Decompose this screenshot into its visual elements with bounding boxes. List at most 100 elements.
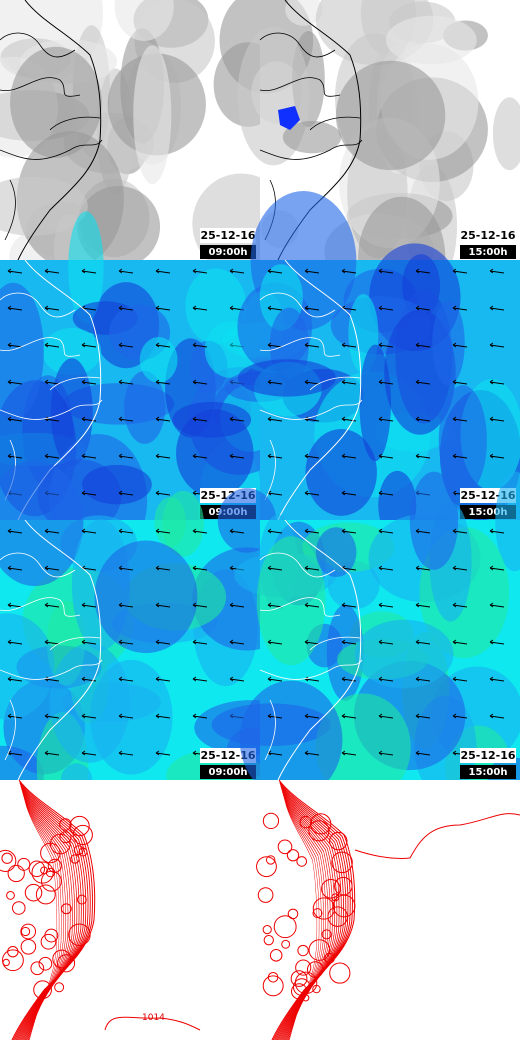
wind-arrow xyxy=(44,268,60,274)
isobar-loop xyxy=(35,884,56,905)
isobar-loop xyxy=(59,818,72,831)
wind-arrow xyxy=(81,639,97,645)
field-blob xyxy=(42,327,102,376)
wind-arrow xyxy=(452,416,468,422)
wind-arrow xyxy=(378,416,394,422)
isobar xyxy=(20,790,80,1040)
isobar-loop xyxy=(329,962,351,984)
state-border xyxy=(4,699,16,761)
wind-arrow xyxy=(118,490,134,496)
wind-arrow xyxy=(118,305,134,311)
wind-arrow xyxy=(304,602,320,608)
isobar-loop xyxy=(312,897,336,920)
isobar-loop xyxy=(331,851,353,874)
wind-arrow xyxy=(341,379,357,385)
field-blob xyxy=(237,359,336,397)
isobar xyxy=(22,793,76,1040)
wind-arrow xyxy=(7,602,23,608)
field-blob xyxy=(133,45,172,185)
isobar-loop xyxy=(40,842,61,864)
field-blob xyxy=(0,176,88,236)
wind-arrow xyxy=(192,416,208,422)
wind-arrow xyxy=(415,602,431,608)
date-box xyxy=(200,228,256,243)
wind-arrow xyxy=(452,676,468,682)
wind-arrow xyxy=(7,305,23,311)
isobar xyxy=(11,779,96,1040)
isobar xyxy=(285,803,320,1040)
isobar xyxy=(14,782,91,1040)
state-border xyxy=(259,77,341,97)
wind-arrow xyxy=(415,528,431,534)
wind-arrow xyxy=(304,490,320,496)
wind-arrow xyxy=(378,750,394,756)
field-blob xyxy=(10,46,102,158)
isobar-loop xyxy=(28,860,46,877)
isobar-loop xyxy=(256,856,277,878)
wind-arrow xyxy=(192,713,208,719)
wind-arrow xyxy=(489,453,505,459)
isobar xyxy=(21,791,78,1040)
wind-arrow xyxy=(118,639,134,645)
wind-arrow xyxy=(81,342,97,348)
isobar xyxy=(279,788,342,1040)
field-blob xyxy=(49,643,130,763)
wind-arrow xyxy=(229,602,245,608)
isobar-loop xyxy=(308,939,331,961)
isobar-loop xyxy=(265,855,276,865)
wind-arrow xyxy=(304,713,320,719)
wind-arrow xyxy=(155,305,171,311)
isobar xyxy=(271,779,356,1040)
field-blob xyxy=(172,401,252,438)
isobar xyxy=(23,796,71,1040)
isobar-loop xyxy=(60,903,72,915)
time-label: 15:00h xyxy=(469,247,508,258)
wind-arrow xyxy=(118,416,134,422)
wind-arrow xyxy=(378,453,394,459)
map-panel: 25-12-16 15:00h xyxy=(222,191,520,540)
wind-arrow xyxy=(118,676,134,682)
field-blob xyxy=(432,300,465,386)
isobar-loop xyxy=(295,959,312,976)
wind-arrow xyxy=(155,602,171,608)
state-border xyxy=(0,659,103,680)
wind-arrow xyxy=(118,565,134,571)
state-border xyxy=(259,32,336,58)
wind-arrow xyxy=(155,565,171,571)
wind-arrow xyxy=(44,639,60,645)
isobar xyxy=(283,796,331,1040)
wind-arrow xyxy=(81,379,97,385)
field-blob xyxy=(315,527,357,578)
isobar xyxy=(12,781,93,1040)
wind-arrow xyxy=(304,750,320,756)
isobar xyxy=(274,782,351,1040)
isobar xyxy=(286,805,318,1040)
field-blob xyxy=(68,211,104,323)
wind-arrow xyxy=(341,602,357,608)
wind-arrow xyxy=(415,305,431,311)
wind-arrow xyxy=(341,453,357,459)
wind-arrow xyxy=(378,379,394,385)
wind-arrow xyxy=(44,602,60,608)
wind-arrow xyxy=(81,676,97,682)
wind-arrow xyxy=(118,342,134,348)
isobar-loop xyxy=(308,820,330,842)
wind-arrow xyxy=(155,379,171,385)
isobar-loop xyxy=(12,901,26,915)
contour-label: 1014 xyxy=(142,1013,165,1023)
wind-arrow xyxy=(192,453,208,459)
wind-arrow xyxy=(267,416,283,422)
isobar-loop xyxy=(17,857,31,871)
isobar xyxy=(285,802,322,1040)
isobar-loop xyxy=(312,984,321,994)
wind-arrow xyxy=(304,528,320,534)
wind-arrow xyxy=(267,639,283,645)
isobar-loop xyxy=(286,849,300,862)
wind-arrow xyxy=(489,342,505,348)
isobar xyxy=(354,813,520,859)
isobar-loop xyxy=(290,970,308,987)
state-border xyxy=(259,139,363,160)
state-border xyxy=(259,552,336,578)
isobar-loop xyxy=(331,893,340,902)
